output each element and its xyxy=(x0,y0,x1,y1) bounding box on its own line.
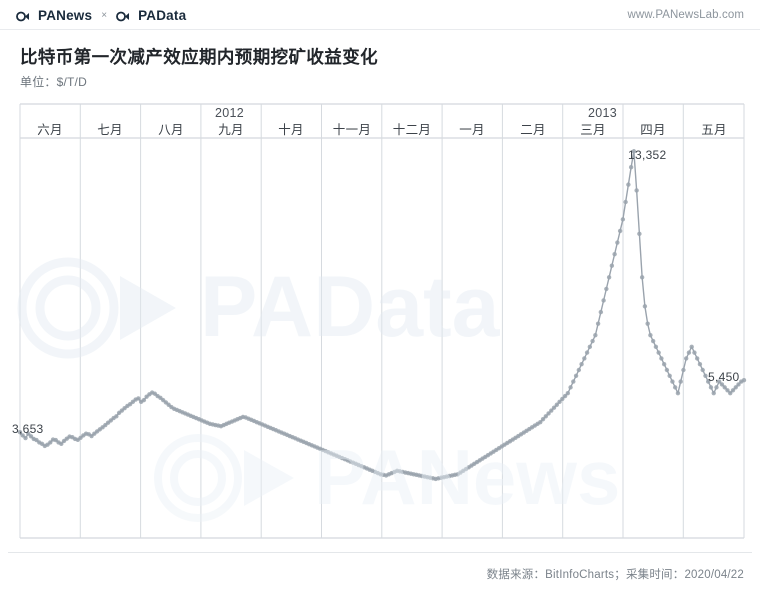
site-url: www.PANewsLab.com xyxy=(627,9,744,21)
month-label-3: 九月 xyxy=(218,123,244,137)
month-label-9: 三月 xyxy=(580,123,606,137)
annotation-peak: 13,352 xyxy=(628,148,667,162)
month-label-6: 十二月 xyxy=(392,123,432,137)
page-title: 比特币第一次减产效应期内预期挖矿收益变化 xyxy=(20,47,378,67)
month-label-5: 十一月 xyxy=(332,123,372,137)
month-label-10: 四月 xyxy=(640,123,666,137)
brand-group: PANews × PAData xyxy=(16,8,186,23)
month-label-4: 十月 xyxy=(278,123,304,137)
month-label-0: 六月 xyxy=(37,123,63,137)
annotation-end: 5,450 xyxy=(708,370,740,384)
brand-panews: PANews xyxy=(16,8,92,23)
page-header: PANews × PAData www.PANewsLab.com xyxy=(0,0,760,30)
brand-padata-label: PAData xyxy=(138,7,187,23)
month-label-2: 八月 xyxy=(158,123,184,137)
footer-divider xyxy=(8,552,752,553)
year-label-2012: 2012 xyxy=(215,106,245,120)
month-label-8: 二月 xyxy=(520,123,546,137)
infinity-icon xyxy=(16,10,34,21)
infinity-icon-2 xyxy=(116,10,134,21)
annotation-start: 3,653 xyxy=(12,422,44,436)
unit-label: 单位：$/T/D xyxy=(20,75,87,89)
brand-padata: PAData xyxy=(116,8,186,23)
month-label-7: 一月 xyxy=(459,123,485,137)
chart-plot xyxy=(17,103,747,539)
chart-container: PAData PANews xyxy=(8,98,752,546)
month-label-11: 五月 xyxy=(701,123,727,137)
source-note: 数据来源：BitInfoCharts；采集时间：2020/04/22 xyxy=(486,569,744,581)
month-label-1: 七月 xyxy=(97,123,123,137)
brand-separator: × xyxy=(101,9,108,21)
year-label-2013: 2013 xyxy=(588,106,618,120)
brand-panews-label: PANews xyxy=(38,7,93,23)
header-divider xyxy=(0,29,760,30)
series-line xyxy=(17,149,747,482)
